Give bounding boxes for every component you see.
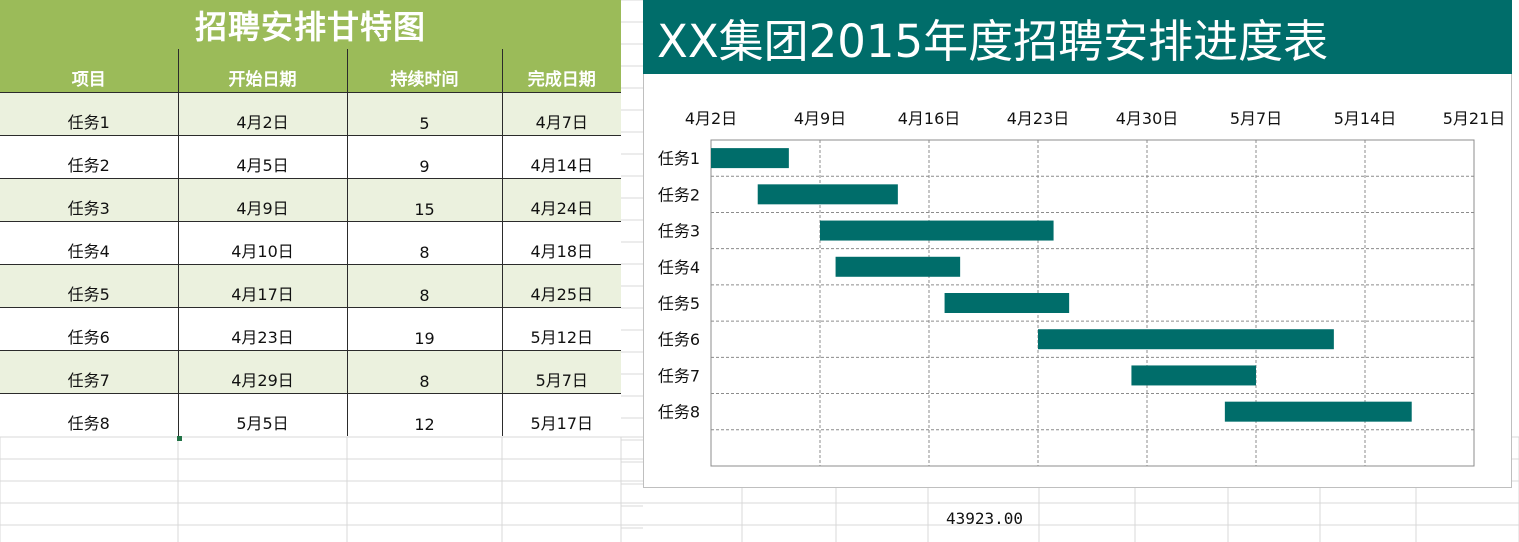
gantt-bar[interactable]: [1038, 329, 1334, 350]
fill-handle[interactable]: [177, 436, 182, 441]
category-label: 任务3: [658, 222, 700, 241]
stray-cell-value[interactable]: 43923.00: [946, 509, 1024, 528]
cell-end[interactable]: 4月7日: [501, 92, 621, 136]
cell-start[interactable]: 4月9日: [177, 178, 347, 222]
schedule-table: 项目 开始日期 持续时间 完成日期 任务1 4月2日 5 4月7日 任务2 4月…: [0, 49, 621, 436]
cell-end[interactable]: 4月25日: [501, 264, 621, 308]
cell-duration[interactable]: 9: [346, 135, 502, 179]
cell-task[interactable]: 任务2: [0, 135, 178, 179]
cell-task[interactable]: 任务5: [0, 264, 178, 308]
category-label: 任务5: [658, 294, 700, 313]
x-tick-label: 5月7日: [1230, 109, 1282, 128]
header-end-date[interactable]: 完成日期: [501, 49, 621, 93]
table-row: 任务7 4月29日 8 5月7日: [0, 350, 621, 394]
cell-end[interactable]: 5月7日: [501, 350, 621, 394]
category-label: 任务4: [658, 258, 700, 277]
table-title: 招聘安排甘特图: [0, 0, 621, 49]
cell-task[interactable]: 任务8: [0, 393, 178, 436]
cell-start[interactable]: 4月29日: [177, 350, 347, 394]
category-label: 任务2: [658, 185, 700, 204]
x-tick-label: 4月30日: [1116, 109, 1179, 128]
table-row: 任务2 4月5日 9 4月14日: [0, 135, 621, 179]
x-tick-label: 5月14日: [1334, 109, 1397, 128]
category-label: 任务8: [658, 403, 700, 422]
gantt-bar[interactable]: [1224, 401, 1412, 422]
cell-duration[interactable]: 15: [346, 178, 502, 222]
cell-end[interactable]: 5月17日: [501, 393, 621, 436]
cell-start[interactable]: 4月10日: [177, 221, 347, 265]
category-label: 任务1: [658, 149, 700, 168]
header-item[interactable]: 项目: [0, 49, 178, 93]
cell-duration[interactable]: 5: [346, 92, 502, 136]
header-start-date[interactable]: 开始日期: [177, 49, 347, 93]
cell-start[interactable]: 4月2日: [177, 92, 347, 136]
cell-duration[interactable]: 8: [346, 264, 502, 308]
table-row: 任务4 4月10日 8 4月18日: [0, 221, 621, 265]
plot-area: [710, 139, 1475, 467]
table-row: 任务5 4月17日 8 4月25日: [0, 264, 621, 308]
cell-task[interactable]: 任务4: [0, 221, 178, 265]
gantt-bar[interactable]: [835, 256, 961, 277]
cell-start[interactable]: 4月5日: [177, 135, 347, 179]
cell-end[interactable]: 4月18日: [501, 221, 621, 265]
table-row: 任务1 4月2日 5 4月7日: [0, 92, 621, 136]
cell-task[interactable]: 任务6: [0, 307, 178, 351]
x-tick-label: 4月2日: [685, 109, 737, 128]
category-label: 任务6: [658, 330, 700, 349]
gantt-bar[interactable]: [944, 293, 1070, 313]
gantt-bar[interactable]: [711, 148, 789, 169]
cell-task[interactable]: 任务3: [0, 178, 178, 222]
table-header-row: 项目 开始日期 持续时间 完成日期: [0, 49, 621, 93]
header-duration[interactable]: 持续时间: [346, 49, 502, 93]
x-tick-label: 4月9日: [794, 109, 846, 128]
cell-duration[interactable]: 8: [346, 221, 502, 265]
table-row: 任务6 4月23日 19 5月12日: [0, 307, 621, 351]
cell-start[interactable]: 4月17日: [177, 264, 347, 308]
cell-duration[interactable]: 8: [346, 350, 502, 394]
table-row: 任务3 4月9日 15 4月24日: [0, 178, 621, 222]
cell-task[interactable]: 任务1: [0, 92, 178, 136]
chart-title: XX集团2015年度招聘安排进度表: [643, 0, 1512, 74]
x-tick-label: 4月23日: [1007, 109, 1070, 128]
cell-duration[interactable]: 12: [346, 393, 502, 436]
gantt-bar[interactable]: [757, 184, 898, 205]
gantt-bar[interactable]: [820, 220, 1054, 241]
table-row: 任务8 5月5日 12 5月17日: [0, 393, 621, 436]
cell-start[interactable]: 5月5日: [177, 393, 347, 436]
cell-end[interactable]: 4月24日: [501, 178, 621, 222]
gantt-bar[interactable]: [1131, 365, 1256, 386]
category-label: 任务7: [658, 366, 700, 385]
cell-start[interactable]: 4月23日: [177, 307, 347, 351]
cell-task[interactable]: 任务7: [0, 350, 178, 394]
cell-end[interactable]: 5月12日: [501, 307, 621, 351]
cell-duration[interactable]: 19: [346, 307, 502, 351]
x-tick-label: 4月16日: [898, 109, 961, 128]
x-tick-label: 5月21日: [1443, 109, 1506, 128]
cell-end[interactable]: 4月14日: [501, 135, 621, 179]
